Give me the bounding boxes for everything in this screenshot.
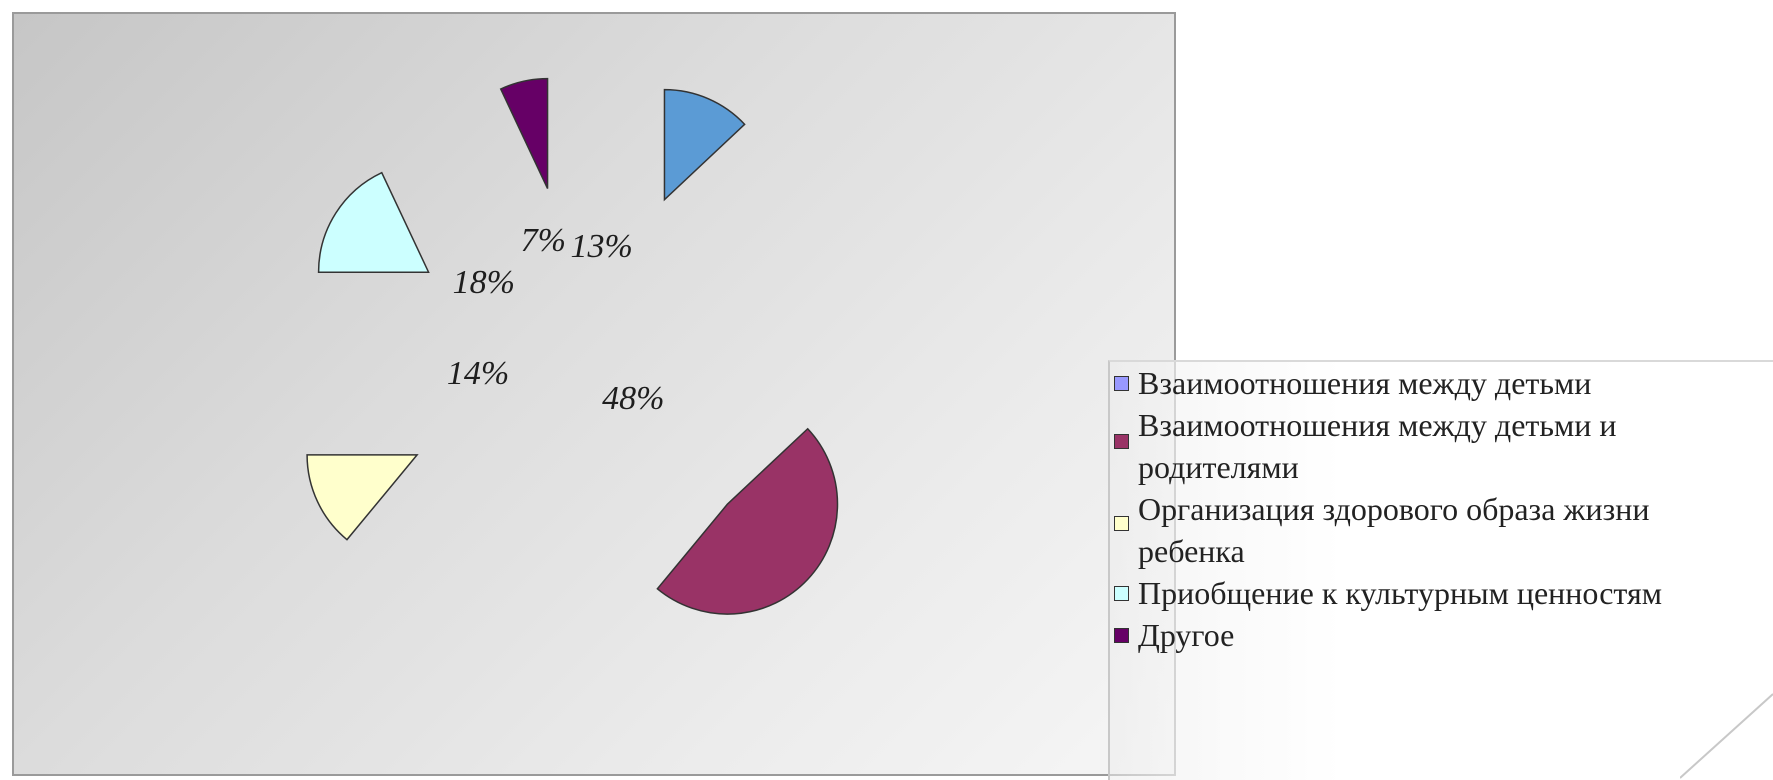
legend-swatch-0 <box>1114 376 1129 391</box>
legend-swatch-3 <box>1114 586 1129 601</box>
legend-label-3: Приобщение к культурным ценностям <box>1138 575 1662 611</box>
pie-chart <box>306 77 839 615</box>
plot-area: 13% 48% 14% 18% 7% <box>12 12 1176 776</box>
slice-children-parents-label: 48% <box>602 380 665 418</box>
slice-other <box>499 77 549 189</box>
legend-label-1b: родителями <box>1138 449 1299 485</box>
legend-swatch-4 <box>1114 628 1129 643</box>
legend-label-0: Взаимоотношения между детьми <box>1138 365 1592 401</box>
legend-label-2: Организация здорового образа жизни <box>1138 491 1650 527</box>
legend-label-1: Взаимоотношения между детьми и <box>1138 407 1617 443</box>
slice-healthy-lifestyle <box>306 454 419 541</box>
slice-between-children <box>663 88 746 202</box>
legend-label-4: Другое <box>1138 617 1235 653</box>
legend: Взаимоотношения между детьми Взаимоотнош… <box>1108 360 1773 780</box>
legend-swatch-2 <box>1114 516 1129 531</box>
legend-label-2b: ребенка <box>1138 533 1245 569</box>
slice-between-children-label: 13% <box>570 227 633 265</box>
slice-children-parents <box>656 427 839 615</box>
legend-swatch-1 <box>1114 434 1129 449</box>
slice-other-label: 7% <box>520 222 566 260</box>
slide-corner-line <box>1680 693 1773 779</box>
slice-healthy-lifestyle-label: 14% <box>446 355 510 393</box>
slice-cultural-values <box>317 171 430 273</box>
slice-cultural-values-label: 18% <box>452 264 515 302</box>
